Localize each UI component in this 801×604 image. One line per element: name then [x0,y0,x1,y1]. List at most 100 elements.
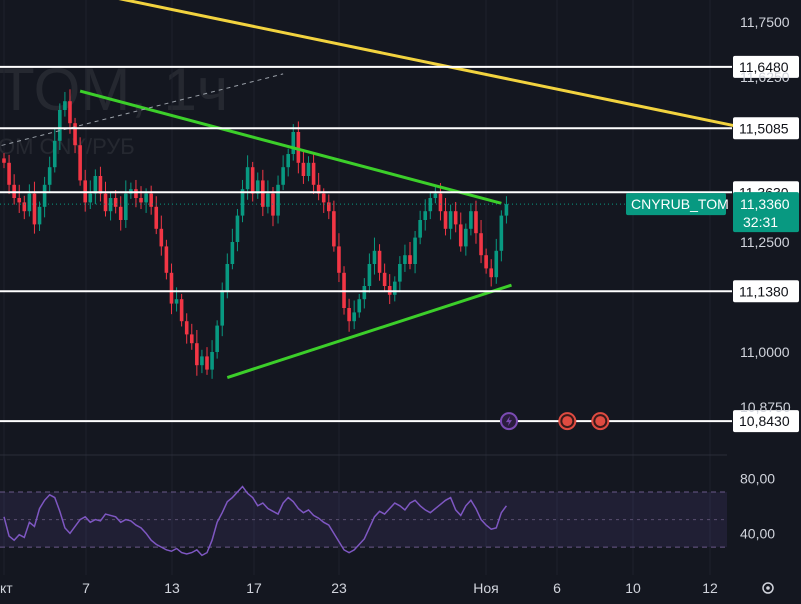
candle-body [88,193,93,203]
candle-body [458,224,463,247]
candle-body [189,334,194,344]
last-price-badge [733,192,799,233]
green-resistance [79,89,502,205]
candle-body [124,193,128,220]
watermark: TOM, 1ч OM CNY/РУБ [0,56,228,159]
price-tick-label: 10,8750 [740,399,791,415]
candle-body [240,189,245,216]
candle-body [2,158,6,163]
candle-body [195,343,199,366]
time-tick-label: 6 [553,580,561,596]
candle-body [469,211,473,229]
candle-body [367,264,372,286]
level-price-label: 11,6480 [739,59,789,75]
candle-body [398,264,402,282]
candle-body [266,193,270,207]
candle-body [474,211,478,234]
candle-body [316,184,321,194]
candle-body [327,202,331,212]
candle-body [281,167,285,185]
candle-body [144,193,148,203]
candle-body [428,198,433,212]
candle-body [357,299,362,313]
candle-body [17,198,22,203]
rsi-tick-label: 40,00 [740,525,775,541]
trend-lines[interactable] [0,0,736,379]
candle-body [413,237,417,264]
symbol-badge [626,193,726,216]
rsi-pane[interactable]: 80,00 40,00 [0,470,775,557]
time-tick-label: 12 [702,580,718,596]
candle-body [418,220,422,238]
candle-body [37,206,42,225]
gear-ring [762,582,774,594]
gear-icon[interactable] [762,582,774,594]
candle-body [230,242,235,264]
level-price-badge [733,55,799,78]
candle-body [164,246,169,273]
price-tick-label: 11,2500 [740,234,790,250]
candle-body [184,321,189,335]
candle-body [200,356,204,366]
candle-body [372,250,377,264]
time-axis[interactable]: кт 7 13 17 23 Ноя 6 10 12 [0,580,774,596]
candle-body [225,264,230,291]
price-axis[interactable]: 11,7500 11,6250 11,2500 11,0000 10,8750 [740,14,791,415]
candle-body [245,167,250,190]
candle-body [296,132,301,163]
candle-body [453,211,458,225]
time-tick-label: 23 [331,580,347,596]
candle-body [250,167,255,194]
candle-body [408,255,412,264]
candle-body [255,180,260,194]
level-price-label: 11,5085 [739,120,789,136]
candle-body [332,211,336,247]
candle-body [286,154,290,168]
candle-body [291,132,296,154]
candle-body [68,101,72,124]
candle-body [98,176,103,194]
candle-body [27,193,32,212]
candle-body [179,299,184,322]
candle-body [42,184,47,207]
level-price-label: 11,1380 [739,283,789,299]
rsi-line [3,485,508,557]
candle-body [113,198,118,207]
candle-body [438,193,443,212]
candle-body [484,255,488,269]
candle-body [73,123,77,146]
time-tick-label: Ноя [473,580,498,596]
candle-body [149,193,153,207]
time-tick-label: 13 [164,580,180,596]
candle-body [78,145,82,181]
candle-body [392,281,397,295]
candle-body [210,352,214,370]
symbol-label: CNYRUB_TOM [631,196,729,212]
lightning-glyph [505,416,512,427]
candle-body [311,162,316,185]
candle-body [479,233,483,256]
price-tick-label: 11,0000 [740,344,790,360]
candle-body [22,202,27,212]
candle-body [403,255,407,264]
candle-body [108,198,113,212]
candle-body [306,162,311,176]
red-dot-fill [595,416,606,427]
candle-body [220,290,225,326]
event-markers[interactable] [499,412,610,431]
candle-body [174,299,179,304]
level-price-badge [733,117,799,140]
candle-body [448,211,453,229]
time-tick-label: кт [0,580,13,596]
candle-body [154,206,159,229]
candle-body [382,272,387,286]
candle-body [276,184,280,216]
candles[interactable] [2,89,509,379]
candle-body [103,193,108,212]
horizontal-levels[interactable]: 11,648011,508511,363011,138010,8430CNYRU… [0,55,799,433]
time-tick-label: 17 [246,580,262,596]
candle-body [134,189,138,198]
time-tick-label: 10 [625,580,641,596]
